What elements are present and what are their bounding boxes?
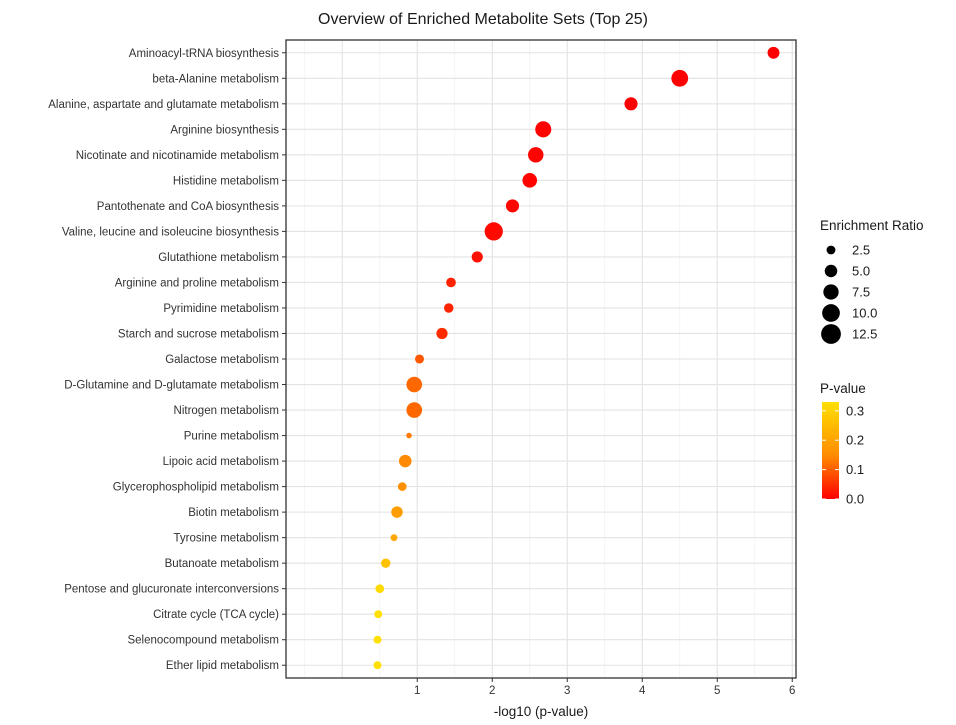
data-point xyxy=(397,482,407,491)
plot-panel xyxy=(285,39,797,679)
data-point xyxy=(535,121,552,138)
y-tick-label: Selenocompound metabolism xyxy=(127,635,279,647)
y-tick-label: Ether lipid metabolism xyxy=(166,660,279,672)
data-point xyxy=(406,376,423,393)
y-tick-label: Pentose and glucuronate interconversions xyxy=(64,584,279,596)
size-legend-label: 10.0 xyxy=(852,306,877,321)
size-legend-dot xyxy=(824,264,838,278)
y-axis-labels: Aminoacyl-tRNA biosynthesis beta-Alanine … xyxy=(48,48,286,672)
color-legend-label: 0.0 xyxy=(846,492,864,507)
y-tick-label: Nicotinate and nicotinamide metabolism xyxy=(76,150,279,162)
data-point xyxy=(391,506,403,518)
y-tick-label: Biotin metabolism xyxy=(188,507,279,519)
y-tick-label: Glycerophospholipid metabolism xyxy=(113,482,279,494)
y-tick-label: Histidine metabolism xyxy=(173,175,279,187)
y-tick-label: Aminoacyl-tRNA biosynthesis xyxy=(129,48,279,60)
y-tick-label: Arginine biosynthesis xyxy=(170,124,279,136)
data-point xyxy=(406,432,412,439)
y-tick-label: Arginine and proline metabolism xyxy=(115,277,279,289)
x-tick-label: 4 xyxy=(639,685,646,697)
y-tick-label: Starch and sucrose metabolism xyxy=(118,328,279,340)
y-tick-label: Glutathione metabolism xyxy=(158,252,279,264)
data-point xyxy=(443,303,454,313)
data-point xyxy=(767,46,780,59)
x-axis-ticks: 1 2 3 4 5 6 xyxy=(414,678,795,697)
data-point xyxy=(414,354,425,364)
size-legend-label: 5.0 xyxy=(852,264,870,279)
color-legend-label: 0.3 xyxy=(846,403,864,418)
color-legend-label: 0.2 xyxy=(846,433,864,448)
size-legend-dot xyxy=(823,284,839,300)
x-tick-label: 1 xyxy=(414,685,420,697)
y-tick-label: Butanoate metabolism xyxy=(165,558,279,570)
data-point xyxy=(671,69,689,87)
y-tick-label: beta-Alanine metabolism xyxy=(152,73,279,85)
data-point xyxy=(446,277,456,288)
data-point xyxy=(528,147,544,163)
data-point xyxy=(406,402,423,418)
color-legend: P-value 0.0 0.1 0.2 0.3 xyxy=(820,381,866,507)
y-tick-label: Lipoic acid metabolism xyxy=(163,456,279,468)
color-legend-label: 0.1 xyxy=(846,462,864,477)
data-point xyxy=(436,327,448,340)
color-bar xyxy=(822,402,839,499)
size-legend-label: 2.5 xyxy=(852,243,870,258)
size-legend-label: 7.5 xyxy=(852,285,870,300)
y-tick-label: Galactose metabolism xyxy=(165,354,279,366)
chart-title: Overview of Enriched Metabolite Sets (To… xyxy=(318,11,648,28)
x-tick-label: 6 xyxy=(789,685,795,697)
data-point xyxy=(373,661,382,670)
data-point xyxy=(484,222,503,241)
x-tick-label: 5 xyxy=(714,685,720,697)
y-tick-label: D-Glutamine and D-glutamate metabolism xyxy=(64,380,279,392)
data-point xyxy=(373,635,382,644)
size-legend-dot xyxy=(822,304,840,322)
data-point xyxy=(381,558,391,568)
data-points xyxy=(373,46,780,670)
y-tick-label: Tyrosine metabolism xyxy=(174,533,279,545)
y-tick-label: Valine, leucine and isoleucine biosynthe… xyxy=(62,226,279,238)
grid-major xyxy=(286,40,796,678)
size-legend-dot xyxy=(821,324,841,344)
data-point xyxy=(398,454,412,468)
y-tick-label: Citrate cycle (TCA cycle) xyxy=(153,609,279,621)
x-axis-label: -log10 (p-value) xyxy=(494,704,589,719)
size-legend: Enrichment Ratio 2.5 5.0 7.5 10.0 12.5 xyxy=(820,218,924,344)
data-point xyxy=(390,534,398,542)
y-tick-label: Alanine, aspartate and glutamate metabol… xyxy=(48,99,279,111)
size-legend-label: 12.5 xyxy=(852,327,877,342)
y-tick-label: Purine metabolism xyxy=(184,431,279,443)
x-tick-label: 2 xyxy=(489,685,495,697)
data-point xyxy=(522,173,538,188)
data-point xyxy=(624,97,638,111)
data-point xyxy=(471,251,483,263)
size-legend-title: Enrichment Ratio xyxy=(820,218,924,233)
y-tick-label: Pantothenate and CoA biosynthesis xyxy=(97,201,279,213)
x-tick-label: 3 xyxy=(564,685,570,697)
data-point xyxy=(374,610,383,619)
data-point xyxy=(375,584,385,594)
y-tick-label: Pyrimidine metabolism xyxy=(163,303,279,315)
size-legend-dot xyxy=(826,245,836,255)
color-legend-title: P-value xyxy=(820,381,866,396)
data-point xyxy=(505,199,520,213)
y-tick-label: Nitrogen metabolism xyxy=(174,405,279,417)
